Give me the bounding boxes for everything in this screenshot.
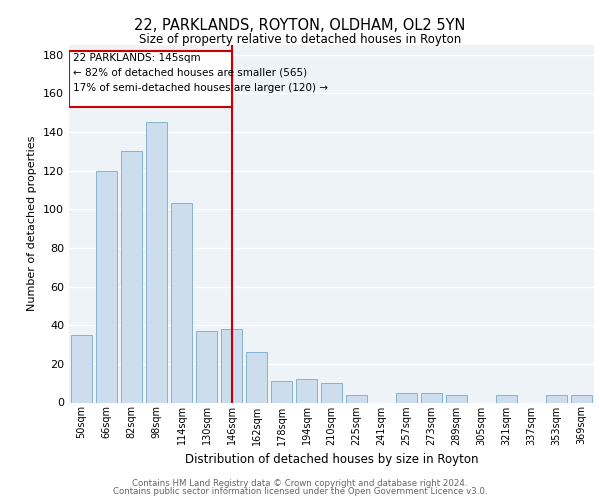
Text: 22 PARKLANDS: 145sqm: 22 PARKLANDS: 145sqm <box>73 52 200 62</box>
Bar <box>496 395 517 402</box>
Text: ← 82% of detached houses are smaller (565): ← 82% of detached houses are smaller (56… <box>73 67 307 77</box>
Bar <box>71 335 92 402</box>
Bar <box>69 51 232 107</box>
Bar <box>421 393 442 402</box>
Bar <box>346 395 367 402</box>
Bar <box>96 170 117 402</box>
Bar <box>246 352 267 403</box>
Y-axis label: Number of detached properties: Number of detached properties <box>28 136 37 312</box>
X-axis label: Distribution of detached houses by size in Royton: Distribution of detached houses by size … <box>185 453 478 466</box>
Text: Contains public sector information licensed under the Open Government Licence v3: Contains public sector information licen… <box>113 487 487 496</box>
Text: Contains HM Land Registry data © Crown copyright and database right 2024.: Contains HM Land Registry data © Crown c… <box>132 478 468 488</box>
Bar <box>571 395 592 402</box>
Bar <box>321 383 342 402</box>
Bar <box>546 395 567 402</box>
Bar <box>221 329 242 402</box>
Bar <box>296 380 317 402</box>
Text: 22, PARKLANDS, ROYTON, OLDHAM, OL2 5YN: 22, PARKLANDS, ROYTON, OLDHAM, OL2 5YN <box>134 18 466 33</box>
Bar <box>446 395 467 402</box>
Bar <box>146 122 167 402</box>
Bar <box>121 152 142 402</box>
Bar <box>271 381 292 402</box>
Bar <box>171 204 192 402</box>
Bar <box>196 331 217 402</box>
Bar <box>396 393 417 402</box>
Text: 17% of semi-detached houses are larger (120) →: 17% of semi-detached houses are larger (… <box>73 82 328 92</box>
Text: Size of property relative to detached houses in Royton: Size of property relative to detached ho… <box>139 33 461 46</box>
